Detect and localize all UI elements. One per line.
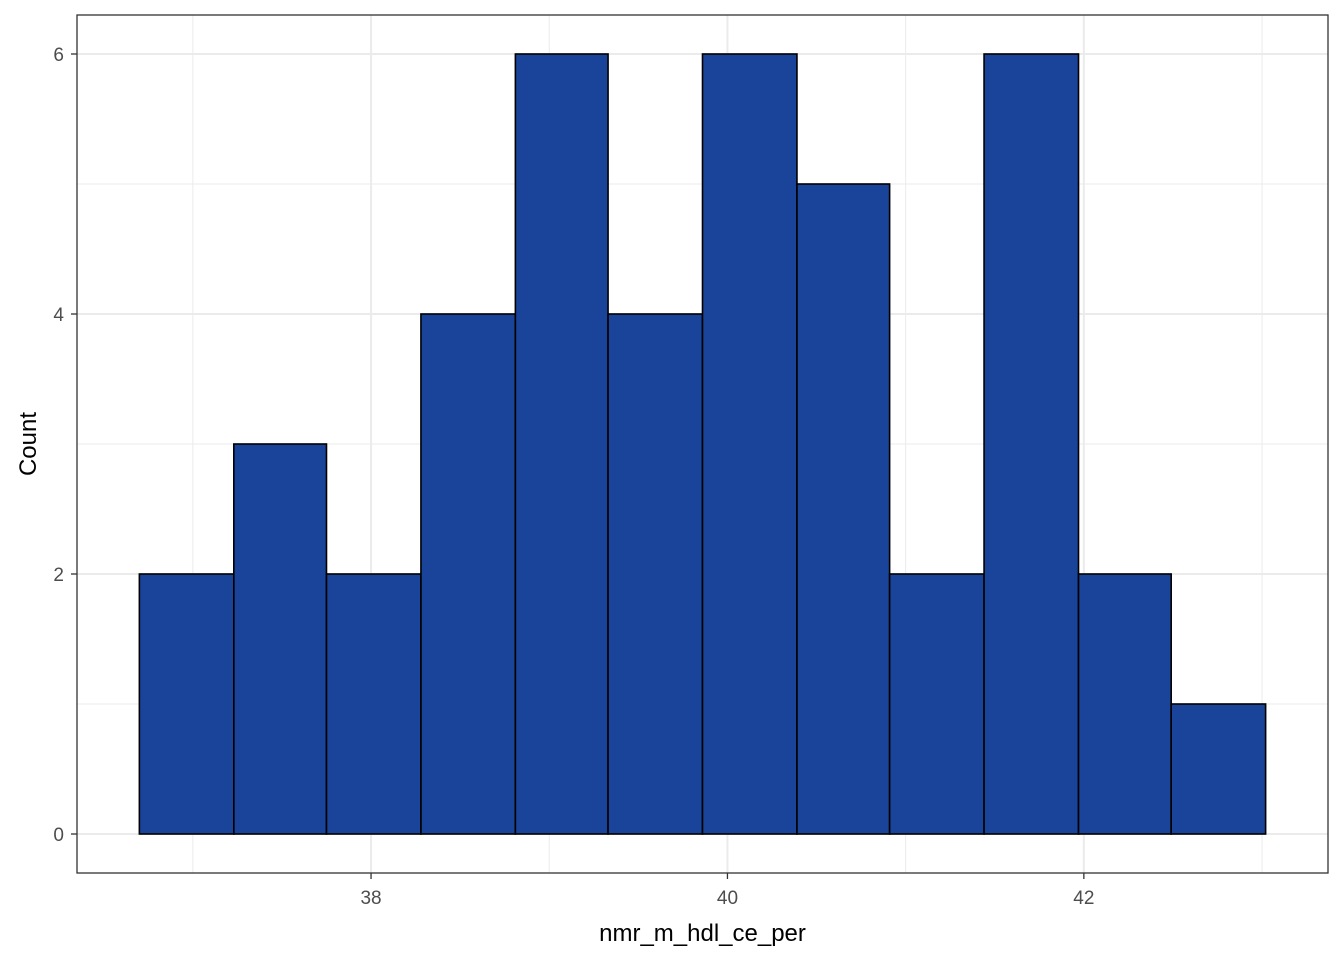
y-tick-label: 6: [53, 45, 64, 66]
histogram-bar: [233, 443, 328, 835]
histogram-bar: [1170, 703, 1267, 835]
histogram-bars: [138, 53, 1267, 835]
histogram-bar: [983, 53, 1080, 835]
histogram-bar: [420, 313, 517, 835]
histogram-bar: [514, 53, 609, 835]
histogram-bar: [1077, 573, 1172, 835]
x-tick-label: 42: [1073, 888, 1094, 909]
tick-labels: 38 40 42 0 2 4 6: [53, 45, 1094, 909]
x-tick-label: 38: [360, 888, 381, 909]
axis-ticks: [71, 53, 1085, 879]
y-tick-label: 0: [53, 825, 64, 846]
histogram-bar: [325, 573, 422, 835]
histogram-bar: [138, 573, 235, 835]
panel-border: [76, 14, 1329, 874]
x-axis-title: nmr_m_hdl_ce_per: [599, 920, 806, 947]
y-tick-label: 2: [53, 565, 64, 586]
histogram-bar: [607, 313, 704, 835]
histogram-bar: [701, 53, 798, 835]
y-axis-title: Count: [15, 412, 42, 476]
histogram-bar: [796, 183, 891, 835]
x-tick-label: 40: [717, 888, 738, 909]
y-tick-label: 4: [53, 305, 64, 326]
histogram-bar: [888, 573, 985, 835]
